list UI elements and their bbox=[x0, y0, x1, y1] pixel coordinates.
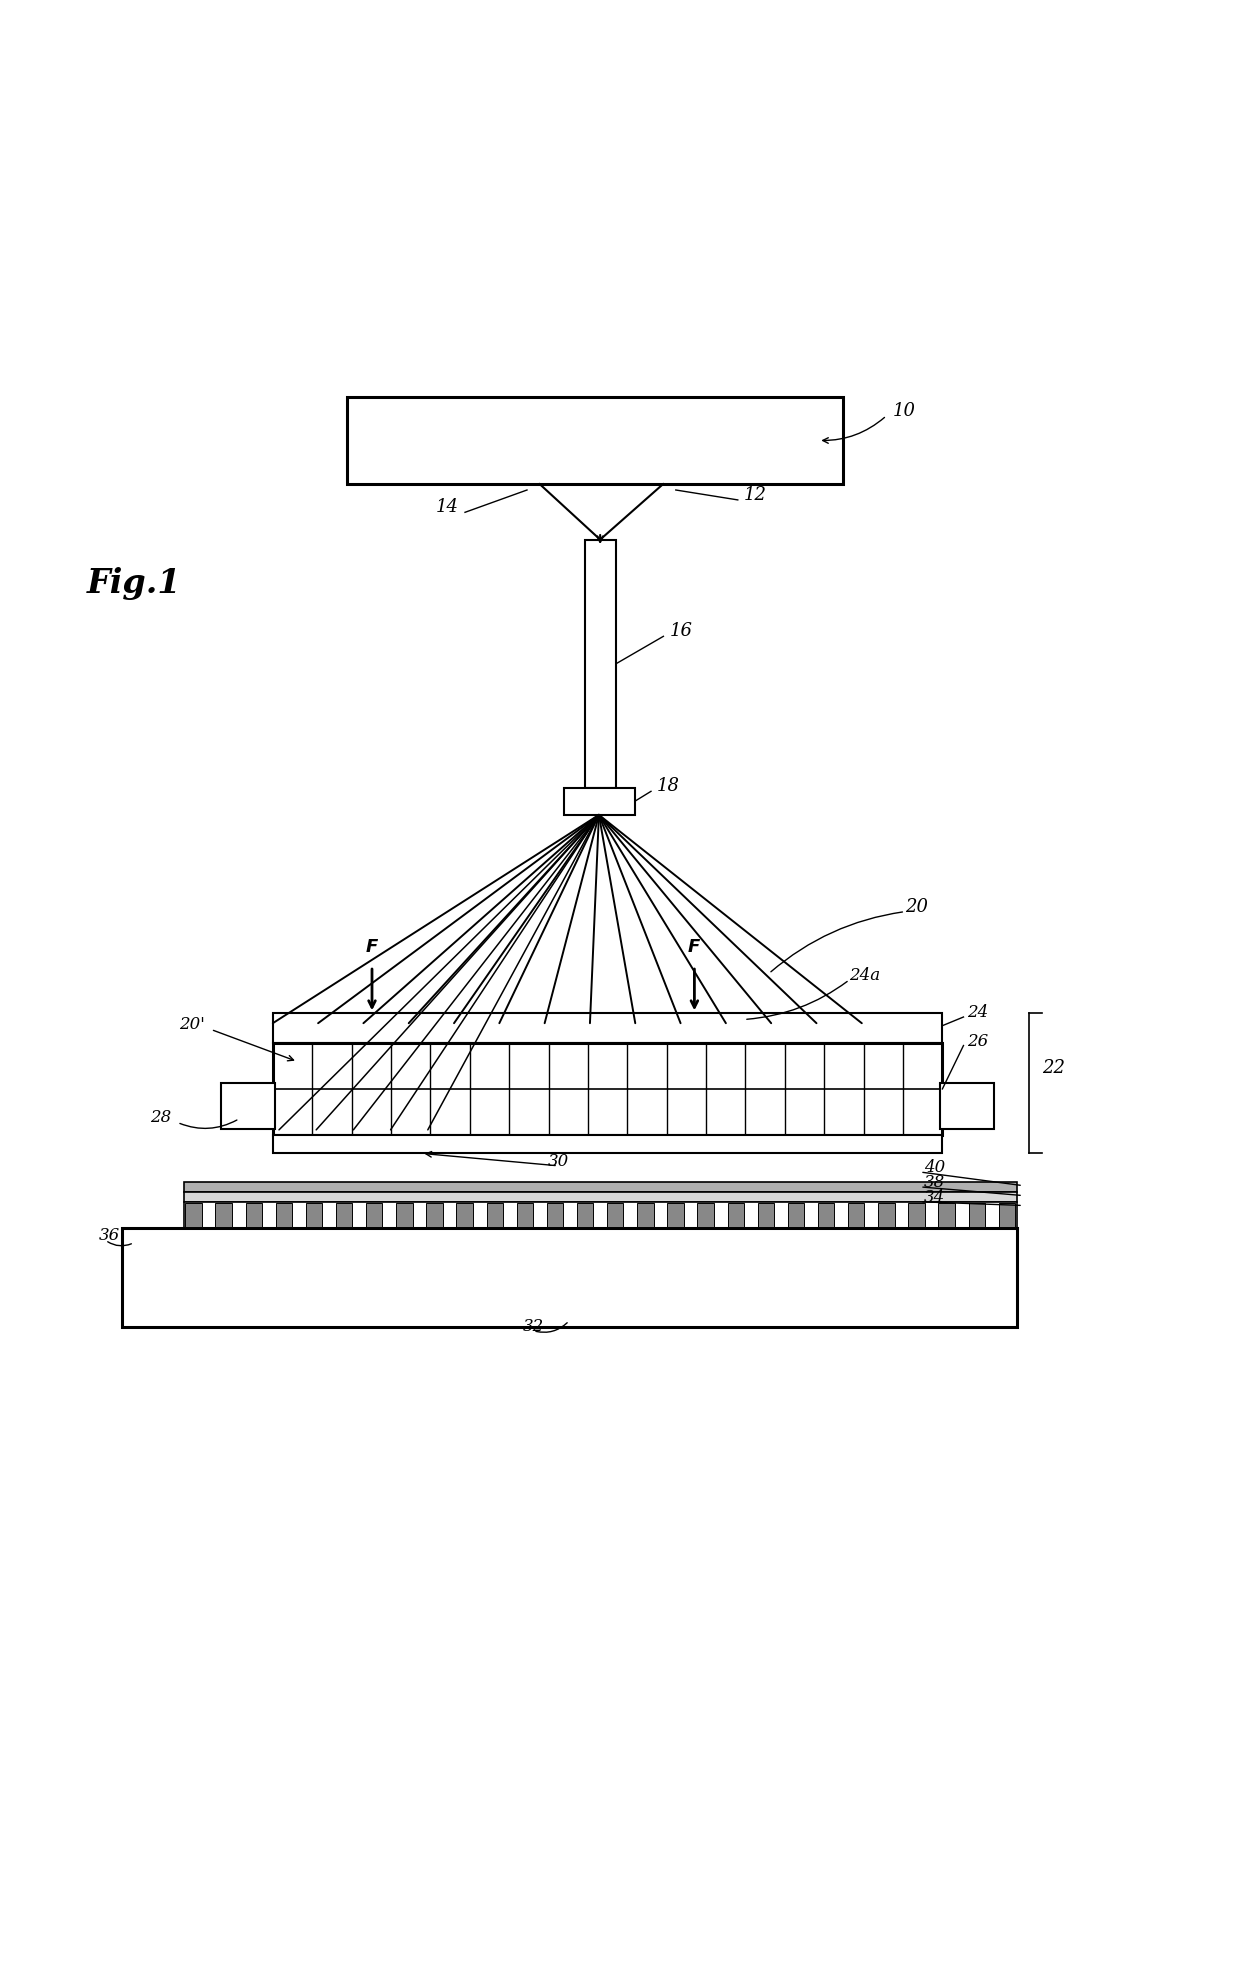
FancyBboxPatch shape bbox=[185, 1203, 202, 1227]
FancyBboxPatch shape bbox=[697, 1203, 714, 1227]
FancyBboxPatch shape bbox=[787, 1203, 805, 1227]
FancyBboxPatch shape bbox=[818, 1203, 835, 1227]
Text: 20': 20' bbox=[179, 1016, 205, 1033]
Text: $\boldsymbol{F}$: $\boldsymbol{F}$ bbox=[687, 939, 702, 956]
FancyBboxPatch shape bbox=[456, 1203, 472, 1227]
FancyBboxPatch shape bbox=[184, 1191, 1017, 1201]
FancyBboxPatch shape bbox=[637, 1203, 653, 1227]
FancyBboxPatch shape bbox=[758, 1203, 774, 1227]
FancyBboxPatch shape bbox=[306, 1203, 322, 1227]
FancyBboxPatch shape bbox=[667, 1203, 683, 1227]
FancyBboxPatch shape bbox=[273, 1043, 942, 1134]
FancyBboxPatch shape bbox=[998, 1203, 1016, 1227]
FancyBboxPatch shape bbox=[577, 1203, 593, 1227]
Text: $\boldsymbol{F}$: $\boldsymbol{F}$ bbox=[365, 939, 379, 956]
Text: 34: 34 bbox=[924, 1189, 945, 1205]
FancyBboxPatch shape bbox=[273, 1134, 942, 1154]
Text: 20: 20 bbox=[905, 897, 929, 915]
FancyBboxPatch shape bbox=[940, 1083, 994, 1128]
FancyBboxPatch shape bbox=[347, 396, 843, 483]
Text: 30: 30 bbox=[547, 1154, 569, 1169]
FancyBboxPatch shape bbox=[216, 1203, 232, 1227]
Text: 18: 18 bbox=[657, 777, 681, 795]
FancyBboxPatch shape bbox=[336, 1203, 352, 1227]
Text: Fig.1: Fig.1 bbox=[87, 566, 181, 599]
FancyBboxPatch shape bbox=[184, 1201, 1017, 1229]
Text: 10: 10 bbox=[893, 402, 916, 420]
Text: 36: 36 bbox=[99, 1227, 120, 1244]
Text: 22: 22 bbox=[1042, 1059, 1065, 1077]
FancyBboxPatch shape bbox=[517, 1203, 533, 1227]
FancyBboxPatch shape bbox=[968, 1203, 985, 1227]
FancyBboxPatch shape bbox=[486, 1203, 503, 1227]
Text: 28: 28 bbox=[150, 1110, 171, 1126]
Text: 16: 16 bbox=[670, 623, 693, 641]
FancyBboxPatch shape bbox=[122, 1229, 1017, 1327]
FancyBboxPatch shape bbox=[396, 1203, 413, 1227]
FancyBboxPatch shape bbox=[273, 1014, 942, 1043]
Text: 14: 14 bbox=[435, 499, 459, 517]
Text: 38: 38 bbox=[924, 1173, 945, 1191]
FancyBboxPatch shape bbox=[878, 1203, 894, 1227]
FancyBboxPatch shape bbox=[427, 1203, 443, 1227]
Text: 32: 32 bbox=[522, 1317, 544, 1335]
FancyBboxPatch shape bbox=[221, 1083, 275, 1128]
FancyBboxPatch shape bbox=[848, 1203, 864, 1227]
FancyBboxPatch shape bbox=[246, 1203, 262, 1227]
FancyBboxPatch shape bbox=[564, 787, 635, 814]
FancyBboxPatch shape bbox=[547, 1203, 563, 1227]
Text: 12: 12 bbox=[744, 485, 768, 505]
Text: 26: 26 bbox=[967, 1033, 988, 1049]
FancyBboxPatch shape bbox=[728, 1203, 744, 1227]
FancyBboxPatch shape bbox=[909, 1203, 925, 1227]
FancyBboxPatch shape bbox=[608, 1203, 624, 1227]
FancyBboxPatch shape bbox=[585, 540, 616, 787]
Text: 24a: 24a bbox=[849, 966, 880, 984]
Text: 40: 40 bbox=[924, 1160, 945, 1175]
FancyBboxPatch shape bbox=[939, 1203, 955, 1227]
FancyBboxPatch shape bbox=[366, 1203, 382, 1227]
FancyBboxPatch shape bbox=[275, 1203, 291, 1227]
Text: 24: 24 bbox=[967, 1004, 988, 1021]
FancyBboxPatch shape bbox=[184, 1181, 1017, 1191]
